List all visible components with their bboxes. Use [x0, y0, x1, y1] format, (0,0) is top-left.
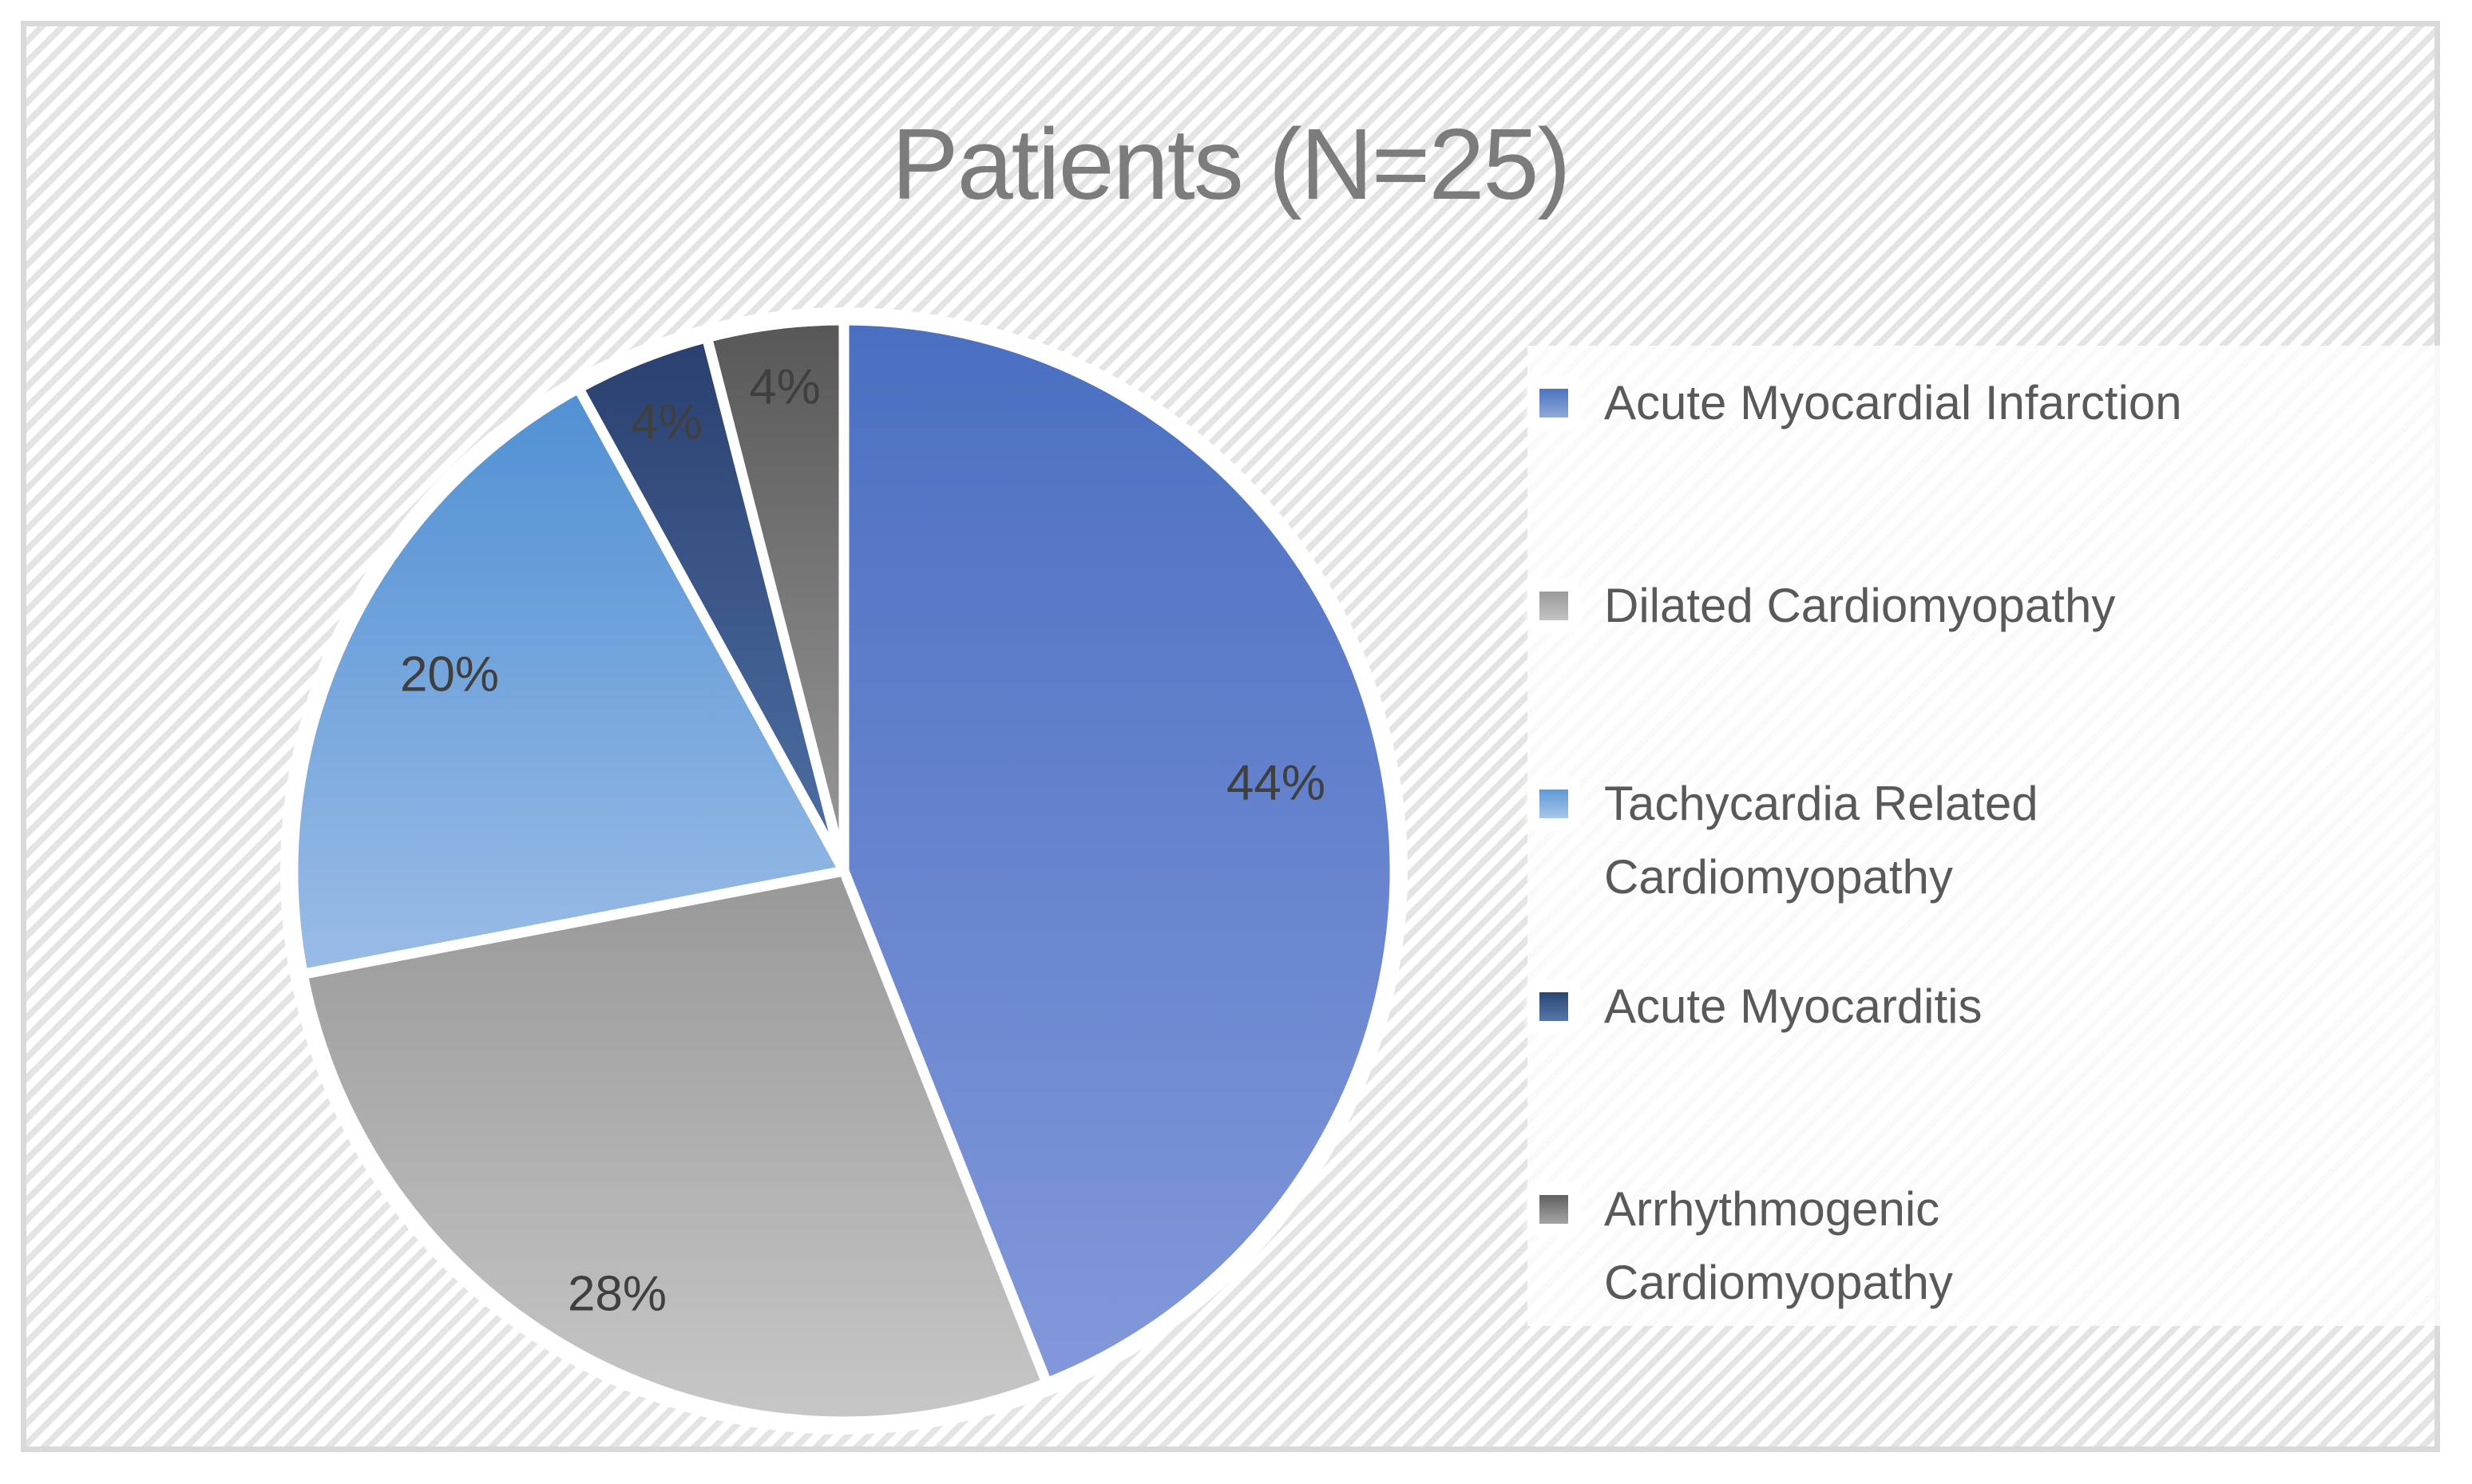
legend-marker-icon: [1539, 592, 1568, 620]
legend-item-acute-myocardial-infarction: Acute Myocardial Infarction: [1527, 366, 2259, 440]
pie-label-arrhythmogenic-cardiomyopathy: 4%: [749, 359, 821, 415]
legend-marker-glow: [1527, 1183, 1580, 1236]
legend-marker-icon: [1539, 1195, 1568, 1224]
legend-item-label: Tachycardia Related Cardiomyopathy: [1604, 777, 2038, 904]
chart-frame: Patients (N=25) 44% 28% 20% 4% 4% Acute …: [21, 21, 2458, 1452]
legend-item-acute-myocarditis: Acute Myocarditis: [1527, 970, 2259, 1043]
legend-item-label: Acute Myocarditis: [1604, 979, 1983, 1033]
legend-panel: Acute Myocardial Infarction Dilated Card…: [1527, 346, 2458, 1326]
legend-marker-glow: [1527, 377, 1580, 429]
chart-title: Patients (N=25): [891, 108, 1571, 220]
legend-marker-glow: [1527, 580, 1580, 632]
pie-label-dilated-cardiomyopathy: 28%: [567, 1266, 668, 1322]
pie-label-tachycardia-related-cardiomyopathy: 20%: [399, 647, 500, 702]
legend-item-label: Arrhythmogenic Cardiomyopathy: [1604, 1182, 1953, 1309]
legend-item-label: Dilated Cardiomyopathy: [1604, 579, 2116, 632]
legend-item-label: Acute Myocardial Infarction: [1604, 376, 2182, 429]
pie-chart: [280, 307, 1408, 1435]
pie-slice-acute-myocardial-infarction: [838, 315, 1400, 1389]
pie-label-acute-myocardial-infarction: 44%: [1226, 755, 1326, 811]
legend-marker-icon: [1539, 789, 1568, 818]
legend-item-arrhythmogenic-cardiomyopathy: Arrhythmogenic Cardiomyopathy: [1527, 1173, 2259, 1320]
legend-marker-icon: [1539, 389, 1568, 417]
pie-slice-arrhythmogenic-cardiomyopathy: [701, 315, 850, 877]
legend-marker-icon: [1539, 992, 1568, 1021]
legend-item-tachycardia-related-cardiomyopathy: Tachycardia Related Cardiomyopathy: [1527, 767, 2259, 914]
pie-slice-tachycardia-related-cardiomyopathy: [287, 382, 850, 979]
legend-marker-glow: [1527, 980, 1580, 1033]
pie-slice-dilated-cardiomyopathy: [297, 865, 1052, 1427]
pie-label-acute-myocarditis: 4%: [631, 394, 703, 450]
legend-item-dilated-cardiomyopathy: Dilated Cardiomyopathy: [1527, 569, 2259, 643]
legend-marker-glow: [1527, 778, 1580, 830]
